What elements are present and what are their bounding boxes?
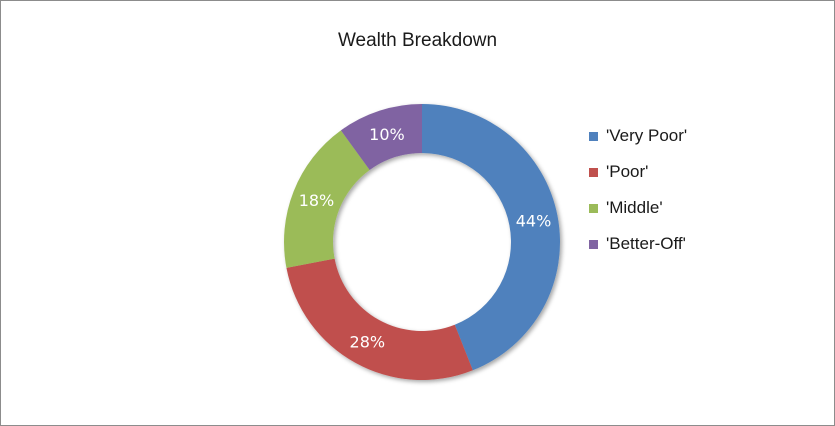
slice-data-label: 44% bbox=[516, 212, 552, 231]
legend-swatch bbox=[589, 167, 598, 177]
legend-item-middle: 'Middle' bbox=[589, 190, 687, 226]
legend-label: 'Middle' bbox=[606, 198, 663, 217]
legend-swatch bbox=[589, 131, 598, 141]
donut-slice bbox=[340, 104, 422, 170]
legend-item-poor: 'Poor' bbox=[589, 154, 687, 190]
legend-label: 'Poor' bbox=[606, 162, 649, 181]
legend-label: 'Better-Off' bbox=[606, 234, 686, 253]
legend-item-better-off: 'Better-Off' bbox=[589, 226, 687, 262]
slice-data-label: 28% bbox=[350, 332, 386, 351]
legend-item-very-poor: 'Very Poor' bbox=[589, 118, 687, 154]
slice-data-label: 18% bbox=[299, 191, 335, 210]
donut-slice bbox=[422, 104, 560, 371]
chart-title: Wealth Breakdown bbox=[337, 30, 498, 51]
slice-data-label: 10% bbox=[369, 125, 405, 144]
legend-swatch bbox=[589, 239, 598, 249]
legend: 'Very Poor' 'Poor' 'Middle' 'Better-Off' bbox=[589, 118, 687, 262]
legend-swatch bbox=[589, 203, 598, 213]
donut-slice bbox=[286, 258, 473, 380]
donut-slice bbox=[284, 130, 370, 268]
legend-label: 'Very Poor' bbox=[606, 126, 688, 145]
